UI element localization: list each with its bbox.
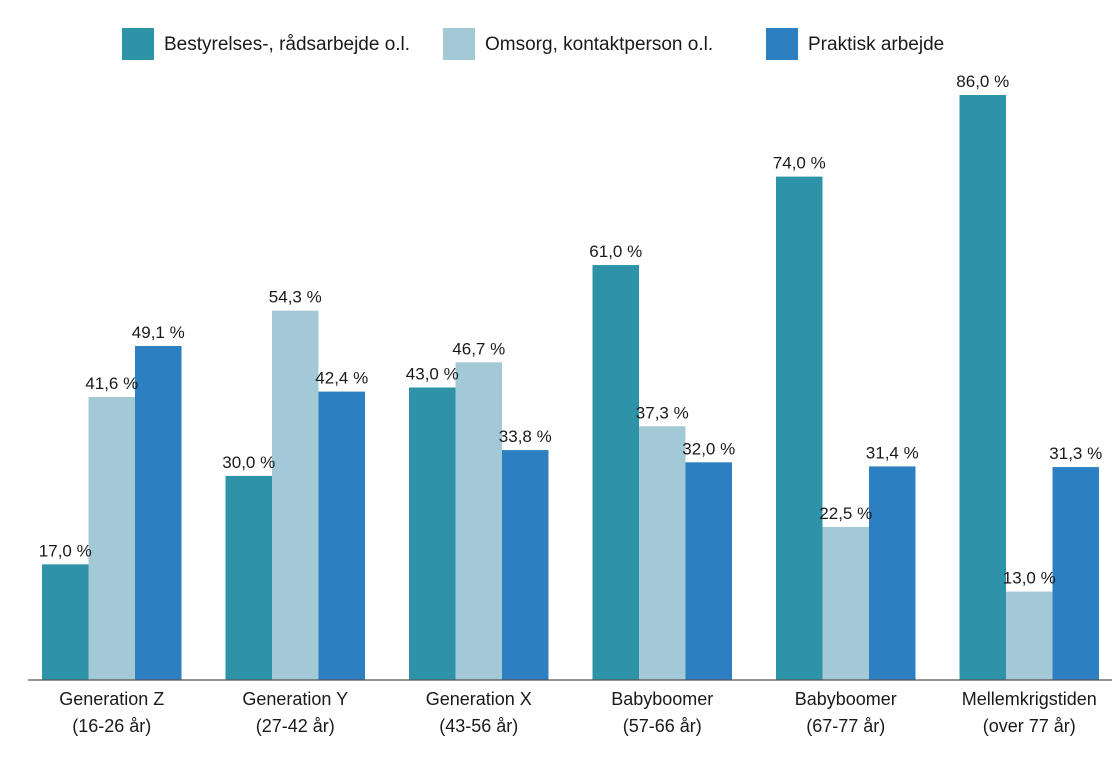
bar-value-label: 46,7 % bbox=[452, 339, 505, 358]
x-tick-label: Generation Z bbox=[59, 689, 164, 709]
bars bbox=[42, 95, 1099, 680]
bar-value-label: 22,5 % bbox=[819, 504, 872, 523]
bar bbox=[869, 466, 916, 680]
x-tick-label: (57-66 år) bbox=[623, 716, 702, 736]
category-labels: Generation Z (16-26 år) Generation Y (27-42… bbox=[59, 689, 1097, 736]
x-tick-label: (67-77 år) bbox=[806, 716, 885, 736]
bar-value-label: 31,3 % bbox=[1049, 444, 1102, 463]
bar-value-label: 74,0 % bbox=[773, 154, 826, 173]
bar bbox=[1052, 467, 1099, 680]
legend-label: Bestyrelses-, rådsarbejde o.l. bbox=[164, 34, 410, 55]
bar bbox=[88, 397, 135, 680]
legend: Bestyrelses-, rådsarbejde o.l. Omsorg, ko… bbox=[122, 28, 944, 60]
x-tick-label: (43-56 år) bbox=[439, 716, 518, 736]
bar-value-label: 32,0 % bbox=[682, 439, 735, 458]
bar-value-label: 31,4 % bbox=[866, 443, 919, 462]
bar-value-label: 49,1 % bbox=[132, 323, 185, 342]
x-tick-label: (27-42 år) bbox=[256, 716, 335, 736]
x-tick-label: Generation Y bbox=[242, 689, 348, 709]
legend-label: Praktisk arbejde bbox=[808, 34, 944, 55]
bar bbox=[135, 346, 182, 680]
value-labels: 17,0 % 41,6 % 49,1 % 30,0 % 54,3 % 42,4 % 43,0… bbox=[39, 72, 1102, 588]
bar bbox=[685, 462, 732, 680]
bar bbox=[225, 475, 272, 680]
bar bbox=[959, 95, 1006, 680]
bar-value-label: 41,6 % bbox=[85, 374, 138, 393]
bar bbox=[455, 362, 502, 680]
x-tick-label: Mellemkrigstiden bbox=[962, 689, 1097, 709]
x-tick-label: Generation X bbox=[426, 689, 532, 709]
bar bbox=[409, 387, 456, 680]
legend-item: Praktisk arbejde bbox=[766, 28, 944, 60]
bar bbox=[1006, 591, 1053, 680]
bar-value-label: 86,0 % bbox=[956, 72, 1009, 91]
bar-value-label: 13,0 % bbox=[1003, 569, 1056, 588]
bar bbox=[776, 176, 823, 680]
bar bbox=[318, 391, 365, 680]
legend-label: Omsorg, kontaktperson o.l. bbox=[485, 34, 713, 55]
bar-value-label: 61,0 % bbox=[589, 242, 642, 261]
x-tick-label: Babyboomer bbox=[611, 689, 713, 709]
bar-value-label: 42,4 % bbox=[315, 369, 368, 388]
legend-item: Omsorg, kontaktperson o.l. bbox=[443, 28, 713, 60]
bar bbox=[272, 310, 319, 680]
bar-value-label: 17,0 % bbox=[39, 541, 92, 560]
bar bbox=[639, 426, 686, 680]
legend-swatch bbox=[766, 28, 798, 60]
legend-swatch bbox=[122, 28, 154, 60]
bar-value-label: 43,0 % bbox=[406, 365, 459, 384]
bar-value-label: 37,3 % bbox=[636, 403, 689, 422]
bar-value-label: 33,8 % bbox=[499, 427, 552, 446]
x-tick-label: (16-26 år) bbox=[72, 716, 151, 736]
legend-item: Bestyrelses-, rådsarbejde o.l. bbox=[122, 28, 410, 60]
x-tick-label: Babyboomer bbox=[795, 689, 897, 709]
bar-value-label: 54,3 % bbox=[269, 288, 322, 307]
bar bbox=[592, 265, 639, 680]
bar-value-label: 30,0 % bbox=[222, 453, 275, 472]
legend-swatch bbox=[443, 28, 475, 60]
bar bbox=[822, 526, 869, 680]
x-tick-label: (over 77 år) bbox=[983, 716, 1076, 736]
bar bbox=[502, 450, 549, 680]
bar bbox=[42, 564, 89, 680]
